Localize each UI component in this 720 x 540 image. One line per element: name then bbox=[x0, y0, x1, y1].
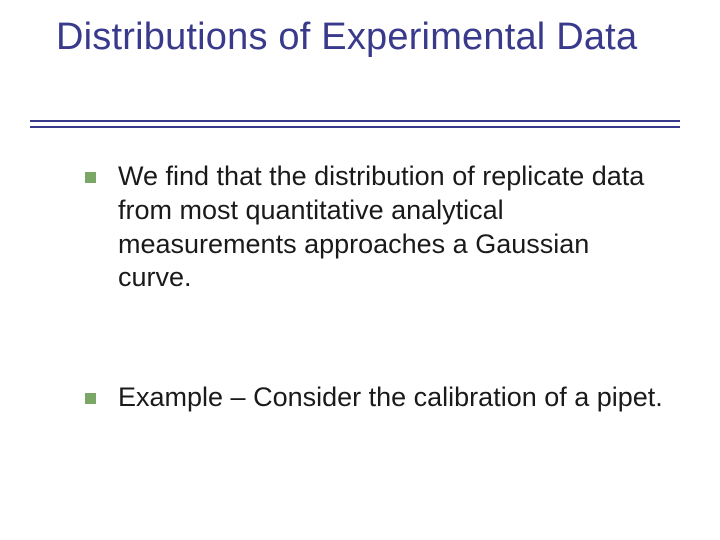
slide-body: We find that the distribution of replica… bbox=[85, 160, 665, 415]
square-bullet-icon bbox=[85, 393, 96, 404]
title-underline bbox=[30, 120, 680, 128]
slide-title: Distributions of Experimental Data bbox=[56, 16, 666, 60]
square-bullet-icon bbox=[85, 172, 96, 183]
list-item: We find that the distribution of replica… bbox=[85, 160, 665, 295]
list-item: Example – Consider the calibration of a … bbox=[85, 381, 665, 415]
list-item-text: Example – Consider the calibration of a … bbox=[118, 381, 665, 415]
underline-line-2 bbox=[30, 126, 680, 128]
slide: { "title": "Distributions of Experimenta… bbox=[0, 0, 720, 540]
underline-line-1 bbox=[30, 120, 680, 122]
list-item-text: We find that the distribution of replica… bbox=[118, 160, 665, 295]
